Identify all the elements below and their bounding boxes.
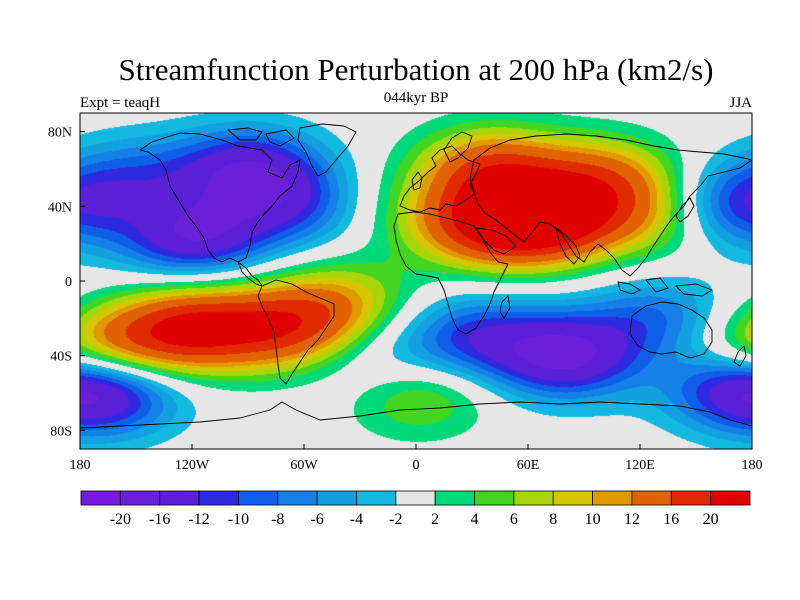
map-panel: 80N 40N 0 40S 80S 180 120W 60W 0 60E 120E 180 bbox=[48, 112, 763, 473]
coastline-madagascar bbox=[499, 295, 511, 319]
lat-tick-label: 80S bbox=[50, 424, 72, 439]
colorbar-label: 20 bbox=[703, 511, 719, 528]
colorbar-swatch bbox=[119, 490, 161, 506]
colorbar-label: 12 bbox=[624, 511, 640, 528]
coastline-antarctica bbox=[79, 401, 753, 429]
coastline-new-zealand bbox=[733, 345, 747, 367]
colorbar-label: -6 bbox=[310, 511, 323, 528]
colorbar-swatch bbox=[356, 490, 397, 506]
longitude-ticks: 180 120W 60W 0 60E 120E 180 bbox=[70, 444, 763, 473]
colorbar-label: 6 bbox=[510, 511, 518, 528]
colorbar-label: 4 bbox=[471, 511, 479, 528]
colorbar-swatch bbox=[474, 490, 515, 506]
lon-tick-label: 120W bbox=[175, 458, 210, 473]
lat-tick-label: 40S bbox=[50, 350, 72, 365]
lon-tick-label: 60E bbox=[517, 458, 540, 473]
colorbar-label: -2 bbox=[389, 511, 402, 528]
coastline-asia bbox=[469, 133, 753, 277]
colorbar-label: -8 bbox=[271, 511, 284, 528]
coastline-north-america bbox=[139, 132, 301, 263]
latitude-ticks: 80N 40N 0 40S 80S bbox=[48, 126, 85, 439]
right-subtitle: JJA bbox=[729, 95, 752, 111]
lon-tick-label: 180 bbox=[70, 458, 91, 473]
colorbar-swatch bbox=[80, 490, 121, 506]
contour-field bbox=[80, 113, 752, 449]
coastline-scandinavia bbox=[443, 131, 473, 163]
colorbar-swatch bbox=[434, 490, 475, 506]
left-subtitle: Expt = teaqH bbox=[80, 95, 160, 111]
colorbar-swatch bbox=[238, 490, 279, 506]
colorbar-swatch bbox=[631, 490, 672, 506]
colorbar-swatch bbox=[159, 490, 200, 506]
coastline-southeast-asia-islands bbox=[617, 277, 713, 297]
colorbar-swatch bbox=[395, 490, 436, 506]
colorbar-swatch bbox=[552, 490, 593, 506]
lon-tick-label: 60W bbox=[290, 458, 318, 473]
colorbar-label: -12 bbox=[188, 511, 209, 528]
contour-field-canvas bbox=[80, 113, 752, 449]
coastlines bbox=[79, 123, 753, 429]
colorbar-label: 2 bbox=[431, 511, 439, 528]
coastline-british-isles bbox=[411, 171, 423, 191]
lon-tick-label: 180 bbox=[742, 458, 763, 473]
colorbar-label: -16 bbox=[149, 511, 170, 528]
colorbar-swatch bbox=[710, 490, 751, 506]
coastline-arabia bbox=[475, 227, 517, 255]
colorbar: -20 -16 -12 -10 -8 -6 -4 -2 2 4 6 8 10 12 16 20 bbox=[80, 490, 751, 528]
coastline-africa bbox=[393, 211, 509, 335]
colorbar-label: 10 bbox=[585, 511, 601, 528]
colorbar-label: -4 bbox=[350, 511, 363, 528]
colorbar-swatch bbox=[277, 490, 318, 506]
colorbar-label: -10 bbox=[228, 511, 249, 528]
center-subtitle: 044kyr BP bbox=[384, 90, 449, 106]
coastline-arctic-islands bbox=[227, 127, 295, 147]
lon-tick-label: 120E bbox=[625, 458, 655, 473]
colorbar-swatch bbox=[513, 490, 554, 506]
colorbar-swatch bbox=[670, 490, 712, 506]
colorbar-swatch bbox=[316, 490, 357, 506]
colorbar-label: 16 bbox=[663, 511, 679, 528]
coastline-australia bbox=[629, 301, 713, 359]
coastline-europe bbox=[399, 145, 481, 213]
colorbar-swatch bbox=[592, 490, 633, 506]
lat-tick-label: 0 bbox=[65, 275, 72, 290]
coastline-india bbox=[555, 227, 581, 265]
colorbar-swatch bbox=[198, 490, 239, 506]
lat-tick-label: 40N bbox=[48, 200, 72, 215]
figure-title: Streamfunction Perturbation at 200 hPa (… bbox=[119, 52, 714, 87]
colorbar-label: 8 bbox=[549, 511, 557, 528]
coastline-south-america bbox=[257, 279, 335, 385]
coastline-japan bbox=[675, 197, 695, 223]
colorbar-label: -20 bbox=[110, 511, 131, 528]
lon-tick-label: 0 bbox=[413, 458, 420, 473]
coastline-greenland bbox=[297, 123, 357, 177]
lat-tick-label: 80N bbox=[48, 126, 72, 141]
